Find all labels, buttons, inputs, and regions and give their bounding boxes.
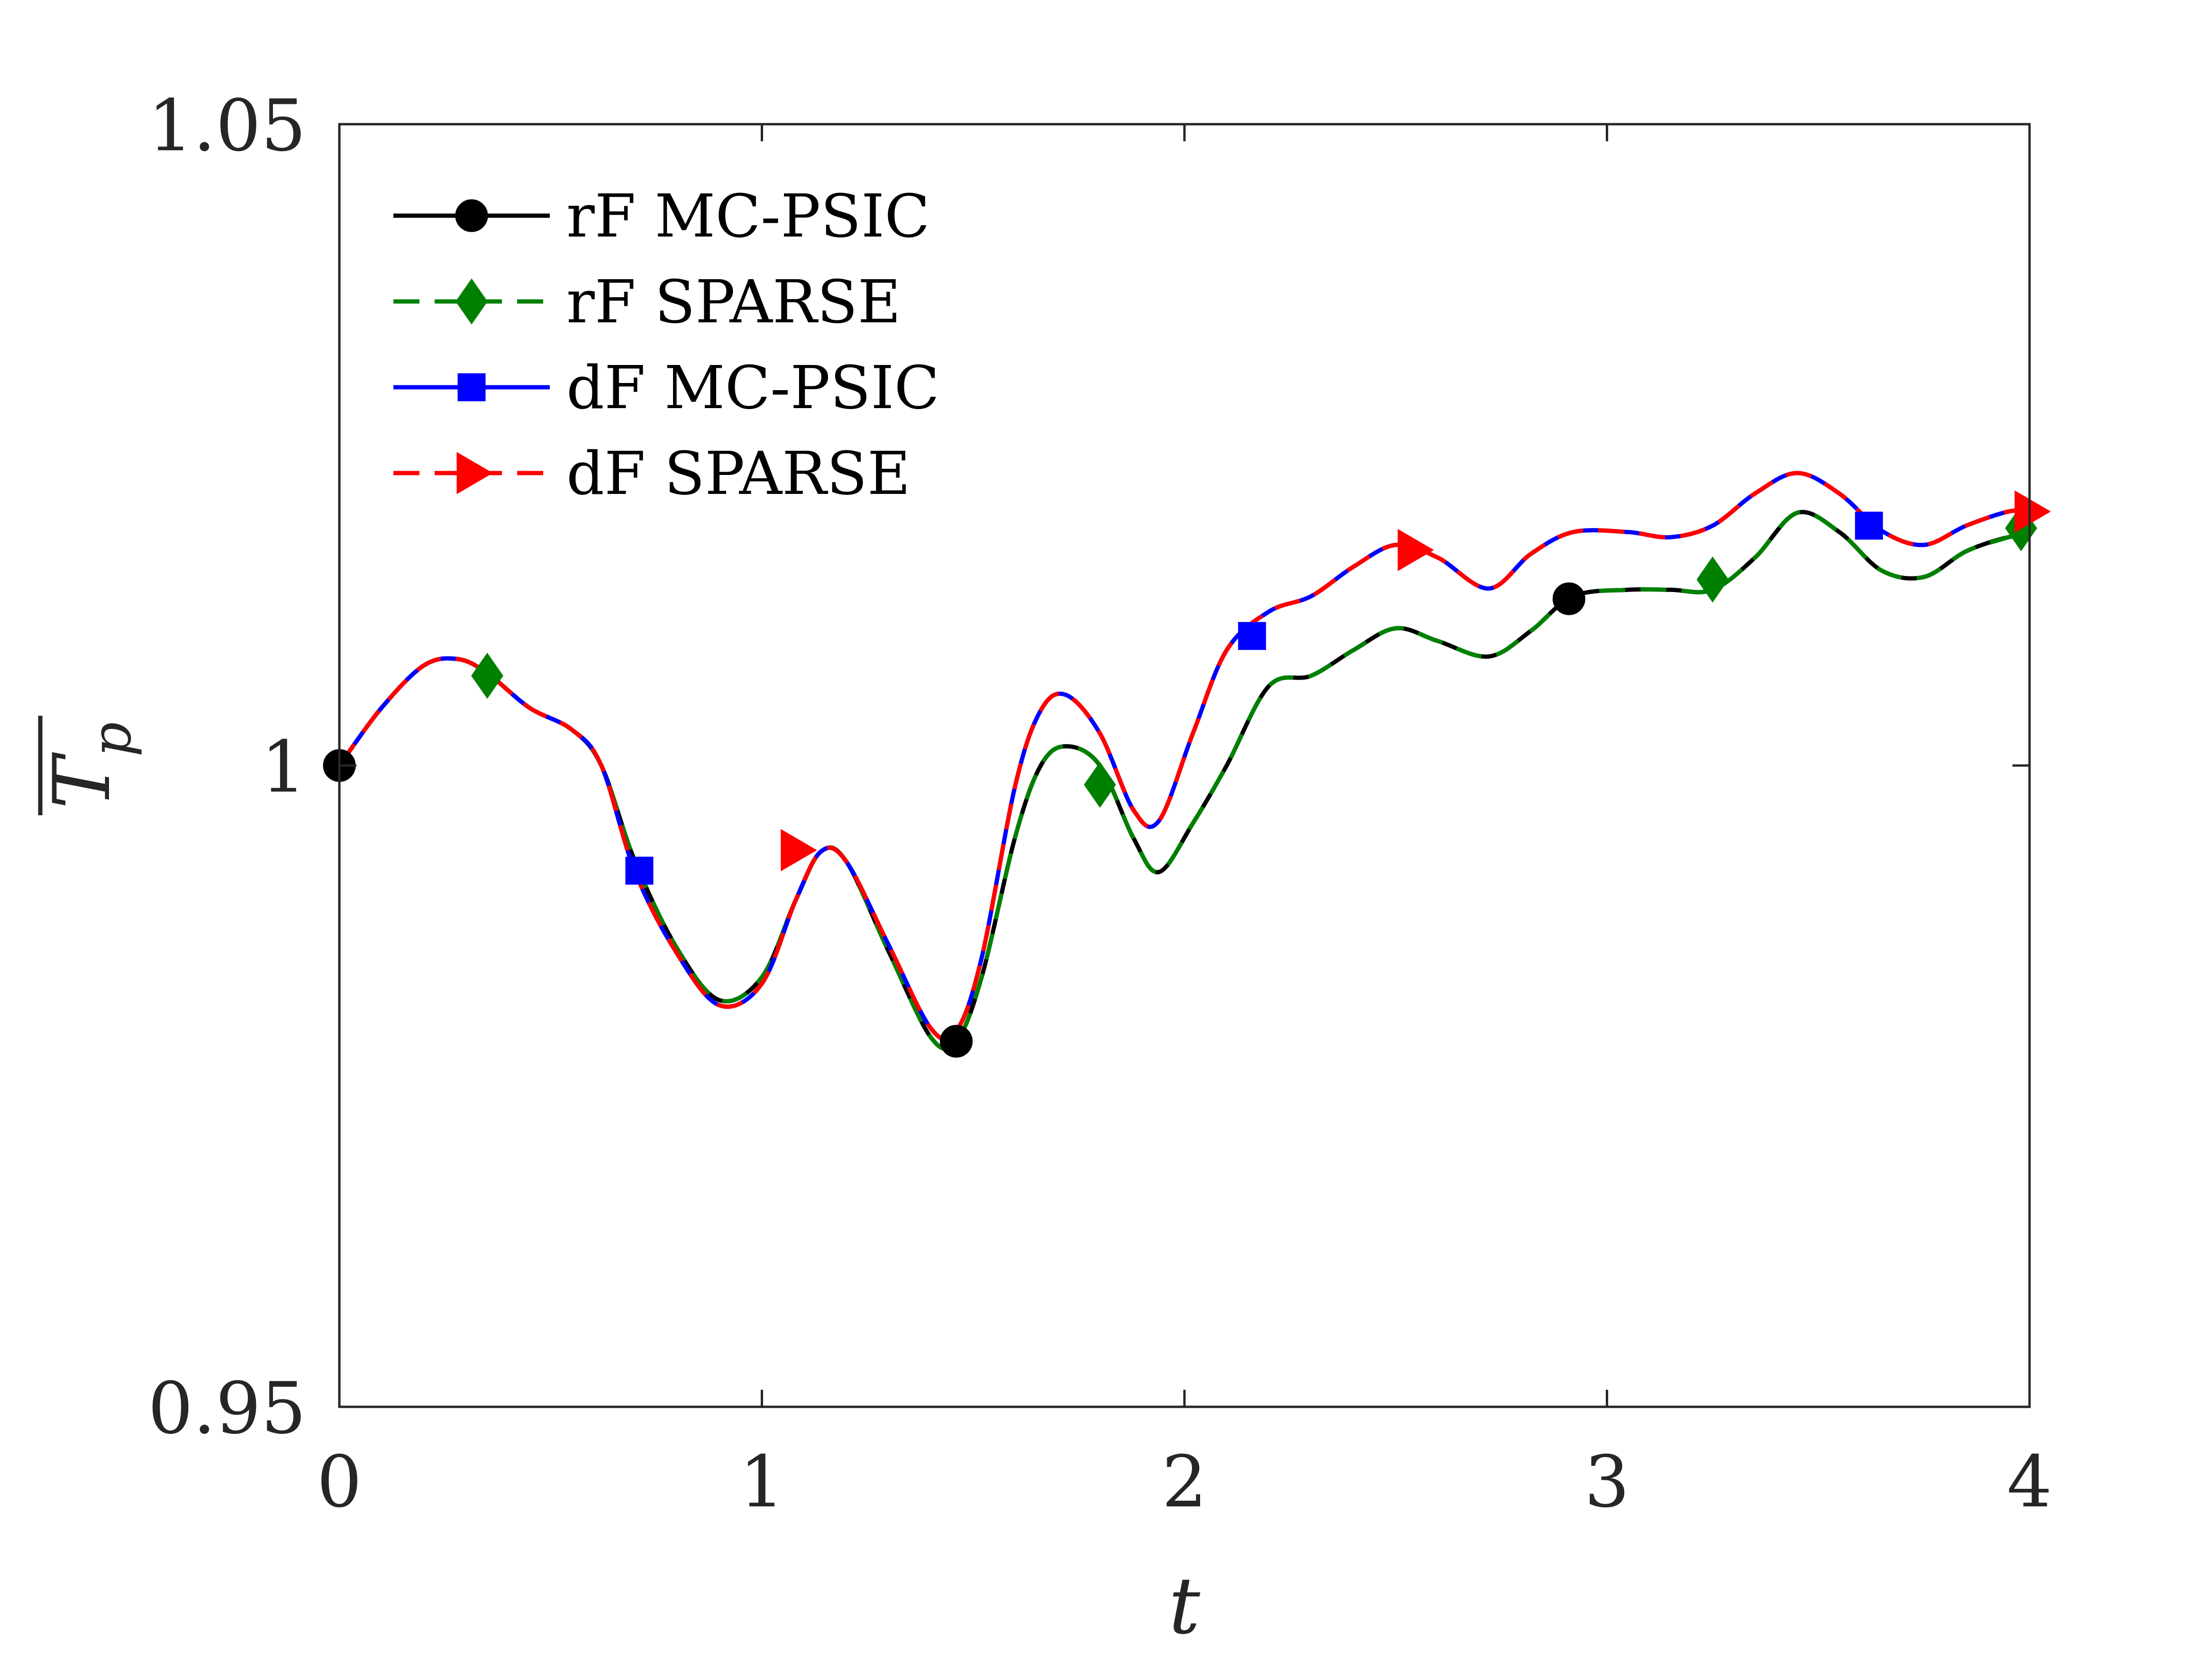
legend-item: dF SPARSE (393, 439, 910, 508)
legend-marker (455, 278, 488, 325)
x-axis-label: t (1169, 1560, 1201, 1651)
legend: rF MC-PSIC rF SPARSE dF MC-PSIC dF SPARSE (393, 182, 939, 508)
x-tick-label: 0 (317, 1441, 362, 1523)
y-tick-label: 1 (261, 726, 306, 809)
series-marker-1 (1696, 556, 1729, 603)
y-tick-label: 0.95 (148, 1367, 306, 1450)
series-marker-3 (781, 829, 817, 872)
legend-item: rF SPARSE (393, 268, 901, 337)
series-marker-2 (1238, 622, 1266, 650)
legend-marker (456, 452, 493, 494)
series-marker-2 (1855, 511, 1883, 540)
legend-item: dF MC-PSIC (393, 354, 939, 422)
tick-labels: 0 1 2 3 4 0.95 1 1.05 (148, 85, 2052, 1523)
legend-item: rF MC-PSIC (393, 182, 930, 251)
series-marker-0 (1552, 582, 1585, 615)
x-tick-label: 1 (739, 1441, 784, 1523)
series-line-3 (337, 471, 2030, 1042)
series-marker-0 (940, 1025, 973, 1058)
x-tick-label: 3 (1584, 1441, 1629, 1523)
plot-area (339, 124, 2030, 1407)
series-line-1 (337, 510, 2030, 1051)
legend-marker (457, 373, 486, 401)
legend-label: dF SPARSE (566, 439, 910, 508)
y-tick-label: 1.05 (148, 85, 306, 167)
series-marker-1 (471, 652, 503, 699)
legend-label: dF MC-PSIC (566, 354, 939, 422)
axis-ticks (338, 123, 2031, 1408)
series-marker-3 (2014, 490, 2051, 533)
x-tick-label: 2 (1162, 1441, 1207, 1523)
series-marker-3 (1397, 529, 1434, 572)
x-tick-label: 4 (2007, 1441, 2052, 1523)
y-axis-label: Tp (36, 716, 144, 815)
svg-text:Tp: Tp (36, 722, 144, 809)
legend-label: rF SPARSE (566, 268, 901, 337)
legend-marker (455, 199, 488, 232)
y-axis-label-subscript: p (80, 722, 144, 757)
series-marker-2 (625, 857, 654, 885)
y-axis-label-symbol: T (36, 752, 127, 809)
series-marker-1 (1083, 761, 1116, 808)
legend-label: rF MC-PSIC (566, 182, 930, 251)
